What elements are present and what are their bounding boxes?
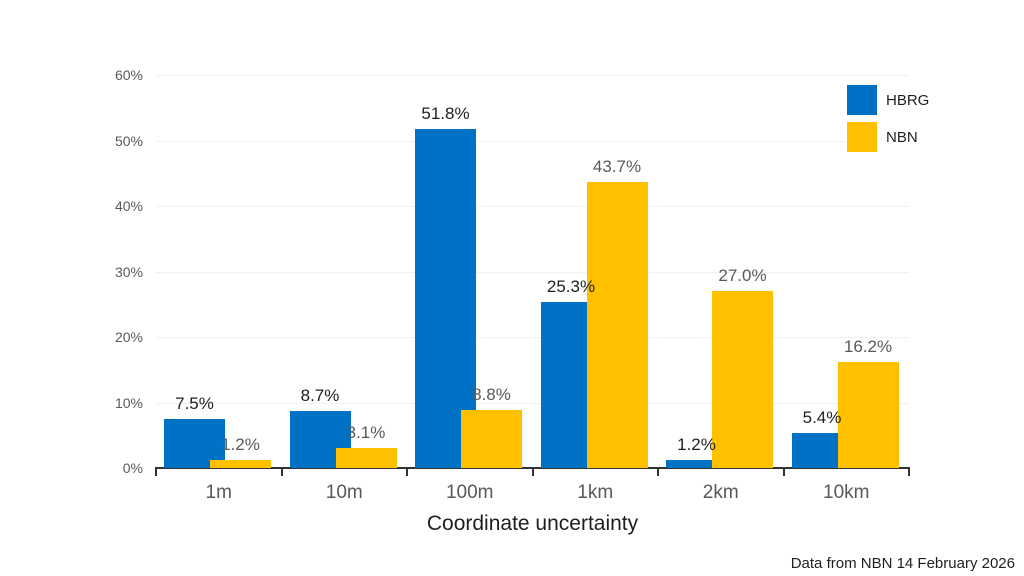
hbrg-value-label-1km: 25.3% [546, 277, 596, 297]
x-axis-title: Coordinate uncertainty [426, 512, 639, 535]
nbn-bar-100m [461, 410, 522, 468]
x-axis-labels: 1m 10m 100m 1km 2km 10km [156, 482, 909, 506]
hbrg-bar-2km [666, 460, 727, 468]
legend: HBRG NBN [845, 83, 932, 154]
x-tick-label-100m: 100m [445, 482, 494, 503]
x-tick-label-2km: 2km [702, 482, 739, 503]
data-source-note: Data from NBN 14 February 2026 [790, 555, 1015, 572]
y-tick-label-30: 30% [114, 263, 143, 280]
hbrg-value-label-1m: 7.5% [175, 393, 214, 413]
x-tick-label-10m: 10m [325, 482, 363, 503]
x-axis-tick [280, 468, 283, 476]
x-tick-label-10km: 10km [823, 482, 870, 503]
hbrg-bar-1m [164, 418, 225, 468]
hbrg-value-label-10m: 8.7% [300, 386, 340, 406]
nbn-bar-1m [210, 460, 271, 468]
y-tick-label-20: 20% [114, 329, 143, 345]
hbrg-value-label-2km: 1.2% [677, 435, 716, 455]
bar-group-10m: 8.7% 3.1% [282, 75, 408, 468]
bar-group-10km: 5.4% 16.2% [784, 75, 910, 468]
nbn-value-label-10m: 3.1% [346, 422, 386, 442]
nbn-bar-10km [837, 361, 899, 468]
x-axis-tick [531, 468, 534, 476]
y-tick-label-0: 0% [122, 460, 143, 476]
nbn-swatch-icon [847, 122, 877, 152]
gridline-40 [156, 206, 909, 207]
plot-area: 7.5% 1.2% 8.7% 3.1% 51.8% 8.8% 25.3% 43.7% 1.2% 2… [156, 75, 909, 468]
y-tick-label-10: 10% [114, 394, 143, 411]
gridline-20 [156, 337, 909, 338]
nbn-value-label-10km: 16.2% [843, 336, 893, 356]
hbrg-value-label-10km: 5.4% [802, 407, 842, 427]
nbn-bar-10m [335, 447, 397, 468]
bar-group-100m: 51.8% 8.8% [407, 75, 533, 468]
x-axis-tick [155, 468, 157, 476]
gridline-60 [156, 75, 909, 76]
legend-label-hbrg: HBRG [886, 91, 930, 109]
bar-group-2km: 1.2% 27.0% [658, 75, 784, 468]
bar-group-1km: 25.3% 43.7% [533, 75, 659, 468]
x-tick-label-1km: 1km [577, 482, 614, 503]
nbn-value-label-1km: 43.7% [592, 156, 642, 176]
hbrg-value-label-100m: 51.8% [421, 103, 470, 123]
x-axis-tick [908, 468, 910, 476]
x-tick-label-1m: 1m [205, 482, 232, 503]
legend-item-nbn: NBN [847, 122, 929, 152]
nbn-bar-1km [586, 181, 648, 468]
x-axis-tick [782, 468, 785, 476]
nbn-value-label-100m: 8.8% [472, 385, 511, 405]
x-axis-tick [406, 468, 408, 476]
nbn-bar-2km [712, 291, 773, 468]
legend-label-nbn: NBN [886, 128, 918, 146]
nbn-value-label-2km: 27.0% [718, 266, 767, 286]
y-tick-label-60: 60% [114, 67, 143, 83]
gridline-10 [156, 402, 909, 404]
y-tick-label-50: 50% [114, 132, 143, 149]
bar-group-1m: 7.5% 1.2% [156, 75, 282, 468]
nbn-value-label-1m: 1.2% [221, 435, 260, 455]
gridline-50 [156, 140, 909, 142]
gridline-30 [156, 271, 909, 273]
y-tick-label-40: 40% [114, 198, 143, 214]
legend-item-hbrg: HBRG [847, 85, 929, 115]
hbrg-swatch-icon [847, 85, 877, 115]
x-axis-tick [657, 468, 659, 476]
y-axis: 0% 10% 20% 30% 40% 50% 60% [0, 67, 143, 476]
